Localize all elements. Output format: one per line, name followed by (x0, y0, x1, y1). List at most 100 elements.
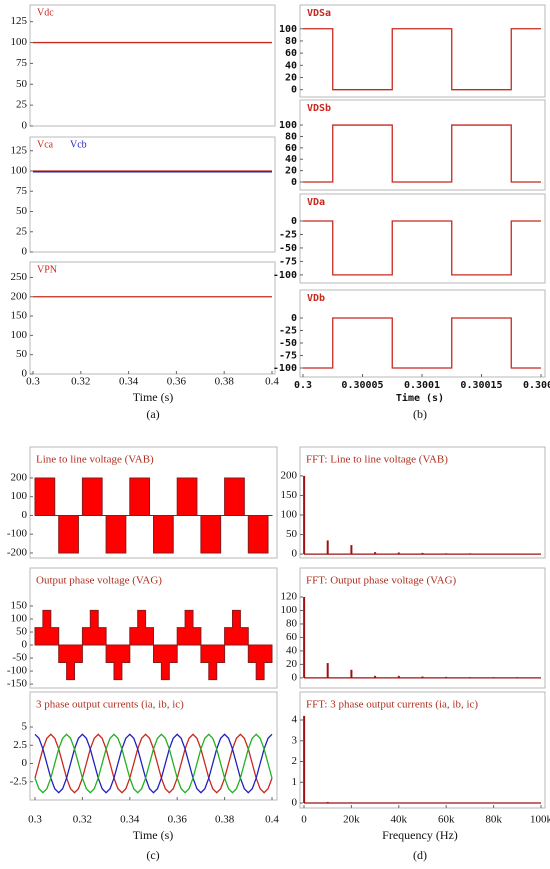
y-tick-label: 2 (292, 755, 298, 767)
caption: (d) (413, 848, 427, 862)
x-tick-label: 0.3 (294, 380, 312, 391)
y-tick-label: 50 (16, 626, 28, 638)
plot-area (299, 446, 546, 559)
x-tick-label: 0.3001 (404, 380, 440, 391)
plot (303, 317, 541, 369)
plot-area (29, 136, 276, 253)
y-tick-label: 0 (292, 671, 298, 683)
y-tick-label: 25 (16, 99, 28, 111)
x-tick-label: 0.3 (26, 376, 40, 388)
y-tick-label: 80 (286, 617, 298, 629)
plot-area (29, 691, 278, 801)
plot (303, 28, 541, 91)
y-tick-label: 100 (281, 604, 298, 616)
panel: 0 25 50 75 100 125 Vdc (11, 4, 276, 132)
y-tick-label: 75 (16, 185, 28, 197)
x-tick-label: 0.32 (73, 814, 92, 826)
y-tick-label: 100 (11, 329, 28, 341)
legend-label: VDa (307, 197, 325, 208)
legend-label: Vca (37, 139, 54, 150)
y-tick-label: 50 (16, 78, 28, 90)
y-tick-label: -2.5 (10, 775, 28, 787)
x-tick-label: 20k (343, 814, 360, 826)
y-tick-label: 200 (281, 469, 298, 481)
y-tick-label: 100 (279, 120, 297, 131)
y-tick-label: 80 (285, 131, 297, 142)
plot-area (299, 193, 546, 284)
y-tick-label: -25 (279, 326, 297, 337)
caption: (c) (146, 848, 159, 862)
legend-label: VDSa (307, 8, 331, 19)
y-tick-label: 100 (11, 36, 28, 48)
y-tick-label: 20 (286, 658, 298, 670)
y-tick-label: 2.5 (13, 739, 27, 751)
panel: 0 50 100 150 200 250 0.3 0.32 0.34 0.36 0.38 0.4 Tim… (11, 261, 279, 404)
x-tick-label: 0.3 (28, 814, 42, 826)
y-tick-label: 125 (11, 144, 28, 156)
y-tick-label: 5 (22, 721, 28, 733)
line (303, 220, 541, 276)
x-tick-label: 0.34 (120, 814, 140, 826)
x-tick-label: 0.38 (215, 814, 235, 826)
plot-area (29, 4, 276, 127)
y-tick-label: 120 (281, 591, 298, 603)
y-tick-label: -25 (279, 229, 297, 240)
y-tick-label: 20 (285, 166, 297, 177)
line (34, 733, 273, 794)
y-tick-label: 0 (291, 216, 297, 227)
y-tick-label: -50 (279, 243, 297, 254)
y-tick-label: 0 (291, 85, 297, 96)
panel: -100-75 -50-25 0 0.3 0.30005 0.3001 0.30015 0.3… (273, 289, 550, 404)
y-tick-label: 0 (291, 313, 297, 324)
y-tick-label: 125 (11, 15, 28, 27)
plot (33, 170, 272, 173)
x-tick-label: 0.3002 (523, 380, 550, 391)
panel: -2.5 0 2.5 5 0.3 0.32 0.34 0.36 0.38 0.4 Time (s) 3… (10, 691, 279, 842)
step-area (34, 609, 273, 681)
line (303, 317, 541, 369)
legend-label: Vdc (37, 7, 54, 18)
x-tick-label: 0.36 (167, 376, 187, 388)
y-tick-label: 100 (11, 490, 28, 502)
plot-area (299, 691, 546, 809)
y-tick-label: 100 (11, 165, 28, 177)
legend-label: Vcb (70, 139, 87, 150)
y-tick-label: 200 (11, 471, 28, 483)
x-tick-label: 0.34 (119, 376, 139, 388)
y-tick-label: 20 (285, 73, 297, 84)
y-tick-label: 25 (16, 225, 28, 237)
y-tick-label: 100 (281, 509, 298, 521)
x-tick-label: 0.38 (215, 376, 235, 388)
plot (303, 715, 541, 804)
x-tick-label: 0.30015 (460, 380, 502, 391)
step-area (34, 477, 273, 554)
y-tick-label: 3 (292, 734, 298, 746)
plot (34, 477, 273, 554)
x-tick-label: 80k (485, 814, 502, 826)
panel-title: FFT: Output phase voltage (VAG) (306, 575, 457, 587)
y-tick-label: 0 (292, 548, 298, 560)
y-tick-label: 50 (16, 205, 28, 217)
y-tick-label: 200 (11, 290, 28, 302)
panel: -200 -100 0 100 200 Line to line voltage (VAB… (7, 446, 278, 559)
plot (303, 475, 541, 555)
y-tick-label: 0 (292, 797, 298, 809)
plot (303, 124, 541, 183)
y-tick-label: -100 (7, 528, 28, 540)
panel: -100 -75 -50 -25 0 VDa (273, 193, 546, 284)
y-tick-label: 0 (22, 120, 28, 132)
y-tick-label: 40 (285, 60, 297, 71)
y-tick-label: 250 (11, 271, 28, 283)
y-tick-label: 0 (291, 177, 297, 188)
plot-area (299, 99, 546, 191)
y-tick-label: 150 (11, 310, 28, 322)
panel: 0 25 50 75 100 125 Vca Vcb (11, 136, 276, 258)
plot (34, 733, 273, 794)
legend-label: VDSb (307, 103, 331, 114)
plot (34, 609, 273, 681)
y-tick-label: 0 (22, 639, 28, 651)
y-tick-label: -150 (7, 678, 28, 690)
panel-title: Line to line voltage (VAB) (36, 454, 154, 466)
